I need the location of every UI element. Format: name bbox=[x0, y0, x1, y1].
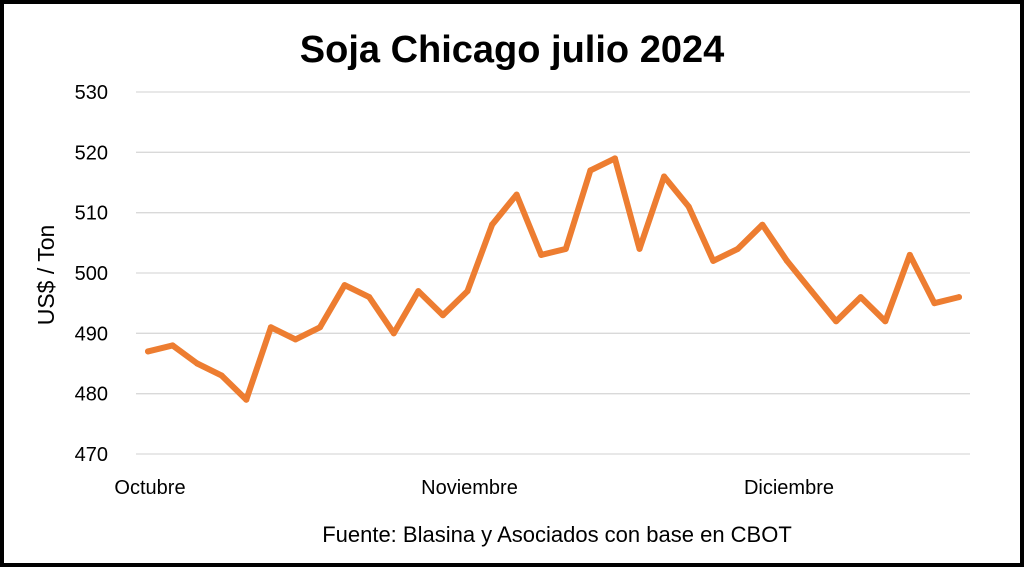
data-point bbox=[808, 288, 815, 295]
data-point bbox=[734, 245, 741, 252]
source-note: Fuente: Blasina y Asociados con base en … bbox=[322, 522, 792, 547]
y-tick-label: 480 bbox=[75, 384, 108, 406]
data-point bbox=[931, 300, 938, 307]
data-point bbox=[956, 294, 962, 301]
data-point bbox=[267, 324, 274, 331]
y-axis-label: US$ / Ton bbox=[33, 225, 59, 326]
data-point bbox=[759, 221, 766, 228]
gridlines bbox=[136, 91, 970, 455]
data-point bbox=[833, 318, 840, 325]
y-tick-label: 510 bbox=[75, 203, 108, 225]
y-axis-ticks: 470 480 490 500 510 520 530 bbox=[75, 82, 108, 466]
data-point bbox=[661, 173, 668, 180]
series-layer bbox=[145, 155, 962, 403]
y-tick-label: 520 bbox=[75, 142, 108, 164]
data-point bbox=[857, 294, 864, 301]
data-point bbox=[489, 221, 496, 228]
data-point bbox=[194, 360, 201, 367]
x-tick-label: Diciembre bbox=[744, 477, 834, 499]
data-point bbox=[538, 251, 545, 258]
data-point bbox=[906, 251, 913, 258]
data-point bbox=[366, 294, 373, 301]
data-point bbox=[145, 348, 151, 355]
data-point bbox=[513, 191, 520, 198]
y-tick-label: 490 bbox=[75, 323, 108, 345]
data-point bbox=[218, 372, 225, 379]
data-point bbox=[169, 342, 176, 349]
y-tick-label: 530 bbox=[75, 82, 108, 104]
data-point bbox=[415, 288, 422, 295]
data-point bbox=[464, 288, 471, 295]
x-tick-label: Octubre bbox=[114, 477, 185, 499]
x-axis-ticks: Octubre Noviembre Diciembre bbox=[114, 477, 834, 499]
data-point bbox=[390, 330, 397, 337]
y-tick-label: 500 bbox=[75, 263, 108, 285]
x-tick-label: Noviembre bbox=[421, 477, 518, 499]
data-point bbox=[341, 282, 348, 289]
data-point bbox=[783, 257, 790, 264]
data-point bbox=[710, 257, 717, 264]
line-chart: Soja Chicago julio 2024 470 480 490 500 510 5… bbox=[33, 29, 970, 547]
series-line bbox=[145, 155, 962, 403]
data-point bbox=[587, 167, 594, 174]
data-point bbox=[882, 318, 889, 325]
data-point bbox=[317, 324, 324, 331]
data-point bbox=[636, 245, 643, 252]
data-point bbox=[611, 155, 618, 162]
data-point bbox=[243, 396, 250, 403]
chart-title: Soja Chicago julio 2024 bbox=[300, 29, 724, 71]
y-tick-label: 470 bbox=[75, 444, 108, 466]
data-point bbox=[292, 336, 299, 343]
data-point bbox=[439, 312, 446, 319]
data-point bbox=[562, 245, 569, 252]
data-point bbox=[685, 203, 692, 210]
